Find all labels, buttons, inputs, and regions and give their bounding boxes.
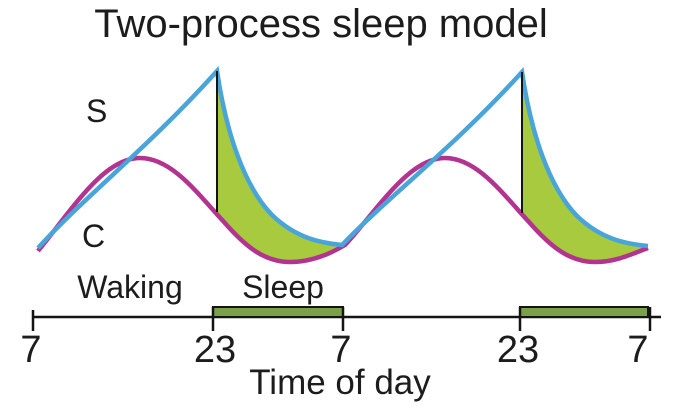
curve-s-label: S <box>86 93 108 129</box>
x-axis-title: Time of day <box>249 363 431 402</box>
waking-period-label: Waking <box>77 269 183 305</box>
sleep-area-night-2 <box>522 72 648 262</box>
sleep-area-night-1 <box>217 71 345 262</box>
sleep-bar-2 <box>519 306 649 318</box>
chart-title: Two-process sleep model <box>94 2 548 46</box>
axis-tick-label-7am-2: 7 <box>330 329 352 371</box>
curve-c-label: C <box>82 218 106 254</box>
sleep-period-label: Sleep <box>242 269 324 305</box>
sleep-bar-1 <box>212 306 344 318</box>
axis-tick-label-23-2: 23 <box>496 329 540 371</box>
axis-tick-label-7am-3: 7 <box>627 329 649 371</box>
axis-tick-label-7am-1: 7 <box>20 329 42 371</box>
axis-tick-label-23-1: 23 <box>193 329 237 371</box>
curve-s-homeostatic <box>36 65 649 250</box>
